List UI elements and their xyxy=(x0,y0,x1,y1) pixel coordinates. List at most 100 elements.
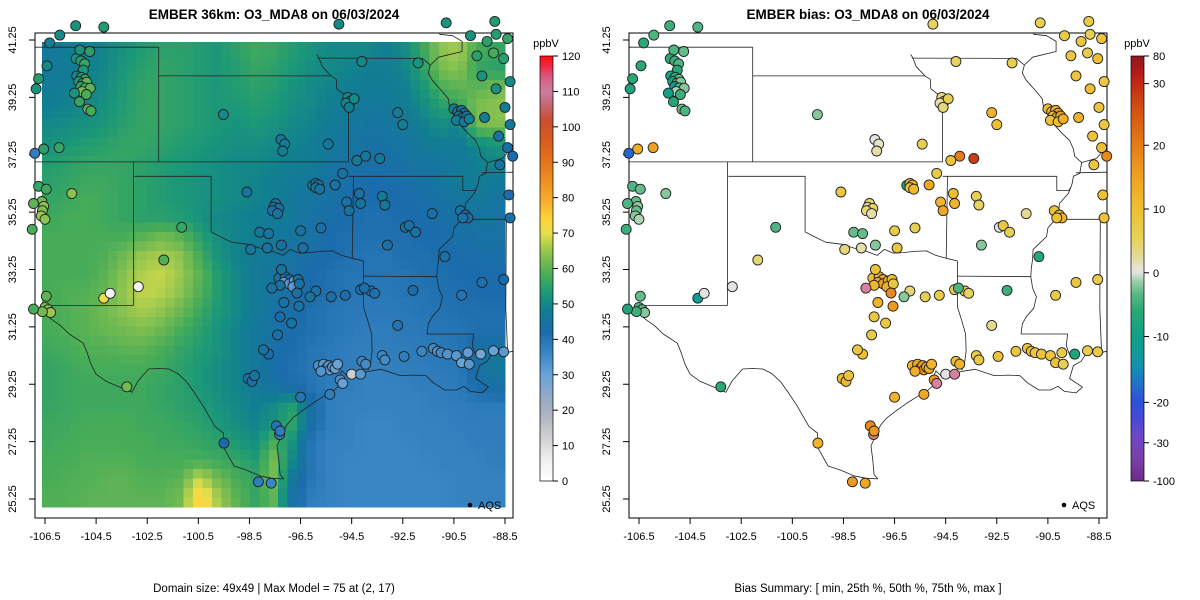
y-tick-label: 27.25 xyxy=(7,428,19,456)
station-point xyxy=(254,226,266,238)
aqs-legend-label: AQS xyxy=(478,500,501,512)
station-point xyxy=(662,87,674,99)
station-point xyxy=(947,188,959,199)
station-point xyxy=(132,281,144,293)
station-point xyxy=(360,358,372,370)
station-point xyxy=(869,264,881,275)
colorbar-tick-label: 30 xyxy=(562,370,574,382)
y-tick-label: 41.25 xyxy=(601,26,613,54)
station-point xyxy=(1070,276,1082,288)
x-tick-label: -94.5 xyxy=(339,531,364,543)
station-point xyxy=(26,223,38,235)
station-point xyxy=(499,101,511,113)
station-point xyxy=(379,199,391,211)
station-point xyxy=(627,73,639,85)
border-line xyxy=(41,307,284,480)
station-point xyxy=(1057,358,1069,370)
border-line xyxy=(1075,171,1107,174)
station-point xyxy=(1083,15,1095,27)
station-point xyxy=(261,242,273,254)
station-point xyxy=(1088,159,1100,171)
station-point xyxy=(66,188,78,199)
colorbar-unit-label: ppbV xyxy=(1124,38,1150,50)
aqs-legend: AQS xyxy=(1061,500,1095,512)
bias-stations xyxy=(620,15,1113,489)
x-tick-label: -90.5 xyxy=(441,531,466,543)
station-point xyxy=(348,93,360,105)
station-point xyxy=(692,21,704,33)
station-point xyxy=(245,243,257,255)
station-point xyxy=(355,368,367,380)
station-point xyxy=(620,223,632,235)
station-point xyxy=(249,370,261,382)
station-point xyxy=(679,105,691,117)
station-point xyxy=(1098,76,1110,88)
station-point xyxy=(1020,208,1032,220)
station-point xyxy=(291,287,303,299)
station-point xyxy=(1059,30,1070,42)
border-line xyxy=(317,57,431,66)
station-point xyxy=(502,33,514,45)
station-point xyxy=(726,281,738,293)
station-point xyxy=(1092,53,1104,65)
station-point xyxy=(360,150,372,162)
colorbar-tick-label: -20 xyxy=(1153,397,1169,409)
y-tick-label: 31.25 xyxy=(601,313,613,341)
station-point xyxy=(44,37,56,49)
station-point xyxy=(295,391,307,403)
y-tick-label: 31.25 xyxy=(7,313,19,341)
station-point xyxy=(369,287,381,299)
station-point xyxy=(158,254,170,266)
station-point xyxy=(475,348,487,360)
station-point xyxy=(839,243,851,255)
station-point xyxy=(668,44,680,56)
station-point xyxy=(85,105,97,117)
station-point xyxy=(1070,70,1082,82)
colorbar-bar xyxy=(539,55,554,482)
station-point xyxy=(332,358,344,370)
station-point xyxy=(463,113,475,125)
station-point xyxy=(868,311,880,323)
y-tick-label: 33.25 xyxy=(7,256,19,284)
station-point xyxy=(992,350,1004,362)
station-point xyxy=(40,290,52,302)
colorbar-tick-label: 50 xyxy=(562,299,574,311)
station-point xyxy=(949,198,961,209)
station-point xyxy=(504,76,516,88)
colorbar-tick-label: 110 xyxy=(562,86,580,98)
station-point xyxy=(630,306,642,318)
colorbar-tick-label: 0 xyxy=(562,476,568,488)
station-point xyxy=(916,138,928,150)
border-line xyxy=(1099,219,1102,353)
colorbar-tick-label: 90 xyxy=(562,157,574,169)
station-point xyxy=(80,89,92,100)
station-point xyxy=(53,142,65,154)
station-point xyxy=(351,155,363,166)
border-line xyxy=(427,33,488,163)
border-line xyxy=(481,171,513,174)
station-point xyxy=(278,297,290,308)
station-point xyxy=(1084,83,1096,95)
station-point xyxy=(1050,289,1062,301)
x-tick-label: -106.5 xyxy=(623,531,654,543)
y-tick-label: 35.25 xyxy=(7,198,19,226)
station-point xyxy=(635,60,647,72)
station-point xyxy=(381,239,393,251)
border-line xyxy=(505,219,508,353)
border-line xyxy=(1020,162,1082,335)
x-tick-label: -104.5 xyxy=(675,531,706,543)
colorbar-tick-label: 80 xyxy=(1153,51,1165,63)
station-point xyxy=(36,306,48,318)
model-caption: Domain size: 49x49 | Max Model = 75 at (… xyxy=(0,549,548,600)
station-point xyxy=(963,287,975,299)
station-point xyxy=(1075,35,1087,47)
x-tick-label: -88.5 xyxy=(1086,531,1111,543)
station-point xyxy=(488,345,499,357)
station-point xyxy=(868,425,880,437)
station-point xyxy=(490,83,502,95)
station-point xyxy=(1001,284,1013,296)
station-point xyxy=(942,93,954,105)
station-point xyxy=(333,18,345,30)
border-line xyxy=(348,175,478,191)
station-point xyxy=(39,213,51,225)
